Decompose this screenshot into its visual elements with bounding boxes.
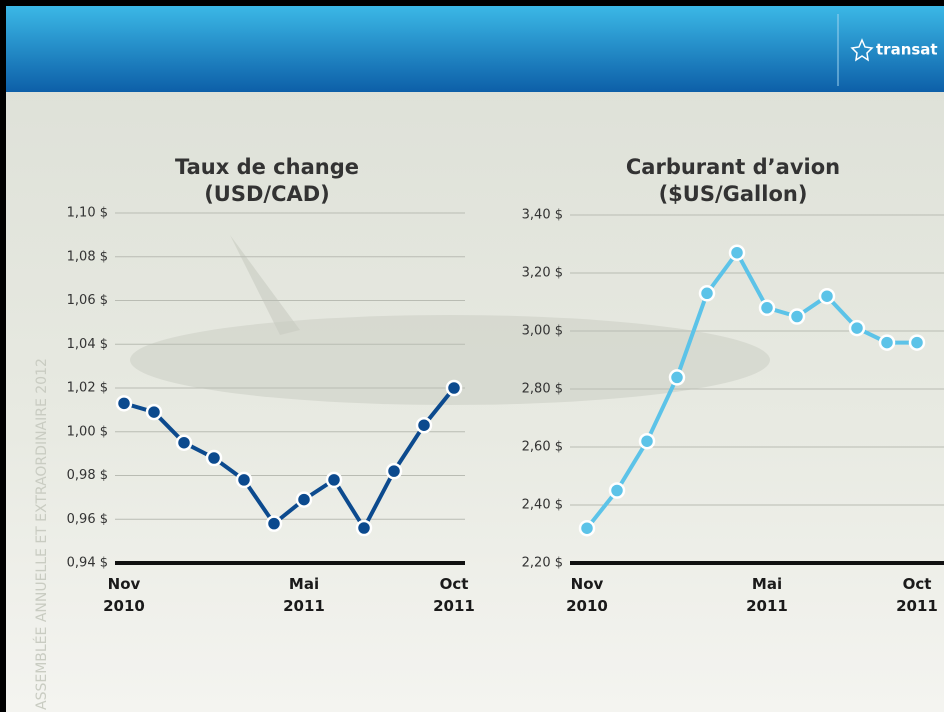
logo: transat — [876, 41, 938, 59]
chart-canvas: transat ASSEMBLÉE ANNUELLE ET EXTRAORDIN… — [6, 6, 944, 710]
y-tick-label: 1,00 $ — [67, 424, 108, 439]
y-tick-label: 3,40 $ — [522, 208, 563, 223]
data-point — [265, 515, 283, 532]
side-text: ASSEMBLÉE ANNUELLE ET EXTRAORDINAIRE 201… — [33, 358, 50, 710]
plane-decoration — [130, 315, 770, 405]
y-tick-label: 1,02 $ — [67, 381, 108, 396]
y-tick-label: 0,96 $ — [67, 512, 108, 527]
data-point — [878, 334, 896, 351]
y-tick-label: 3,20 $ — [522, 266, 563, 281]
chart-subtitle: (USD/CAD) — [204, 182, 330, 206]
y-tick-label: 1,04 $ — [67, 337, 108, 352]
series-line — [123, 386, 456, 530]
y-tick-label: 1,06 $ — [67, 293, 108, 308]
y-tick-label: 1,10 $ — [67, 206, 108, 221]
data-point — [788, 308, 806, 325]
data-point — [175, 434, 193, 451]
y-tick-label: 1,08 $ — [67, 249, 108, 264]
data-point — [698, 285, 716, 302]
x-tick-label: Oct 2011 — [433, 575, 475, 615]
data-point — [385, 462, 403, 480]
data-point — [728, 244, 746, 261]
data-point — [608, 482, 626, 499]
data-point — [355, 519, 373, 537]
data-point — [115, 395, 133, 412]
data-point — [325, 471, 343, 489]
x-tick-label: Nov 2010 — [103, 575, 145, 615]
data-point — [848, 319, 866, 337]
data-point — [578, 519, 596, 537]
header-bar — [6, 6, 944, 92]
data-point — [235, 471, 253, 489]
y-tick-label: 2,20 $ — [522, 556, 563, 571]
data-point — [295, 491, 313, 508]
y-tick-label: 2,60 $ — [522, 440, 563, 455]
y-tick-label: 3,00 $ — [522, 324, 563, 339]
data-point — [445, 379, 463, 397]
data-point — [638, 432, 656, 450]
plane-tail — [230, 235, 300, 335]
y-tick-label: 2,40 $ — [522, 498, 563, 513]
data-point — [818, 287, 836, 305]
y-tick-label: 0,98 $ — [67, 468, 108, 483]
slide: transat ASSEMBLÉE ANNUELLE ET EXTRAORDIN… — [6, 6, 944, 712]
y-tick-label: 0,94 $ — [67, 556, 108, 571]
data-point — [145, 403, 163, 421]
chart-title: Taux de change — [175, 155, 359, 179]
x-tick-label: Mai 2011 — [746, 575, 788, 615]
x-tick-label: Oct 2011 — [896, 575, 938, 615]
y-tick-label: 2,80 $ — [522, 382, 563, 397]
data-point — [668, 369, 686, 386]
chart-title: Carburant d’avion — [626, 155, 840, 179]
logo-star — [850, 38, 874, 62]
data-point — [908, 334, 926, 351]
data-point — [415, 416, 433, 434]
chart-subtitle: ($US/Gallon) — [659, 182, 808, 206]
data-point — [758, 299, 776, 317]
x-tick-label: Mai 2011 — [283, 575, 325, 615]
x-tick-label: Nov 2010 — [566, 575, 608, 615]
data-point — [205, 449, 223, 467]
